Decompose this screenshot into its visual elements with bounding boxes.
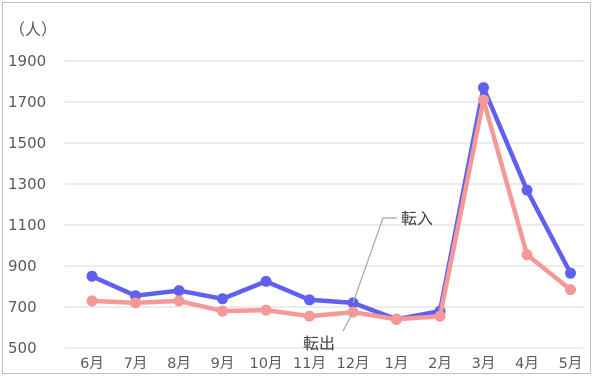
series-lines (86, 82, 576, 325)
data-point (260, 275, 272, 287)
gridlines (65, 60, 583, 349)
x-tick-label: 10月 (250, 356, 283, 372)
series-line (89, 97, 573, 322)
x-tick-label: 8月 (167, 356, 191, 372)
annotation-tenshutsu: 転出 (303, 334, 335, 353)
x-tick-label: 7月 (124, 356, 148, 372)
x-tick-label: 3月 (472, 356, 496, 372)
x-tick-label: 5月 (559, 356, 583, 372)
annotation-tennyu: 転入 (401, 209, 433, 228)
data-point (173, 295, 185, 307)
y-tick-label: 1700 (8, 93, 46, 111)
data-point (260, 304, 272, 316)
series-tennyu (86, 82, 576, 325)
data-point (434, 310, 446, 322)
data-point (217, 293, 228, 305)
y-tick-label: 1300 (8, 175, 46, 193)
data-point (304, 310, 315, 322)
annotation-leader-tenshutsu (342, 311, 354, 332)
data-point (130, 297, 141, 309)
series-tenshutsu (86, 94, 576, 325)
y-tick-label: 500 (8, 339, 37, 357)
y-axis-ticks: 500 700 900 1100 1300 1500 1700 1900 (8, 52, 46, 357)
unit-label: （人） (9, 20, 57, 39)
data-point (217, 305, 228, 317)
data-point (478, 82, 489, 94)
x-axis-ticks: 6月 7月 8月 9月 10月 11月 12月 1月 2月 3月 4月 5月 (80, 356, 582, 372)
x-tick-label: 11月 (293, 356, 326, 372)
x-tick-label: 1月 (385, 356, 409, 372)
line-chart: （人） 500 700 900 1100 1300 1500 1700 1900 6月 7月 8月… (8, 20, 583, 372)
x-tick-label: 6月 (80, 356, 104, 372)
data-point (86, 270, 98, 282)
data-point (173, 285, 185, 297)
data-point (478, 94, 489, 106)
y-tick-label: 900 (8, 257, 37, 275)
y-tick-label: 1500 (8, 134, 46, 152)
y-tick-label: 1100 (8, 216, 46, 234)
y-tick-label: 700 (8, 298, 37, 316)
data-point (86, 295, 98, 307)
annotation-leader-tennyu (352, 217, 397, 304)
data-point (565, 284, 576, 296)
series-line (89, 85, 573, 322)
data-point (304, 294, 315, 306)
chart-frame: （人） 500 700 900 1100 1300 1500 1700 1900 6月 7月 8月… (2, 2, 591, 374)
x-tick-label: 9月 (211, 356, 235, 372)
data-point (391, 313, 402, 325)
x-tick-label: 12月 (337, 356, 370, 372)
y-tick-label: 1900 (8, 52, 46, 70)
x-tick-label: 4月 (515, 356, 539, 372)
data-point (521, 184, 533, 196)
data-point (565, 267, 576, 279)
data-point (521, 249, 533, 261)
x-tick-label: 2月 (428, 356, 452, 372)
